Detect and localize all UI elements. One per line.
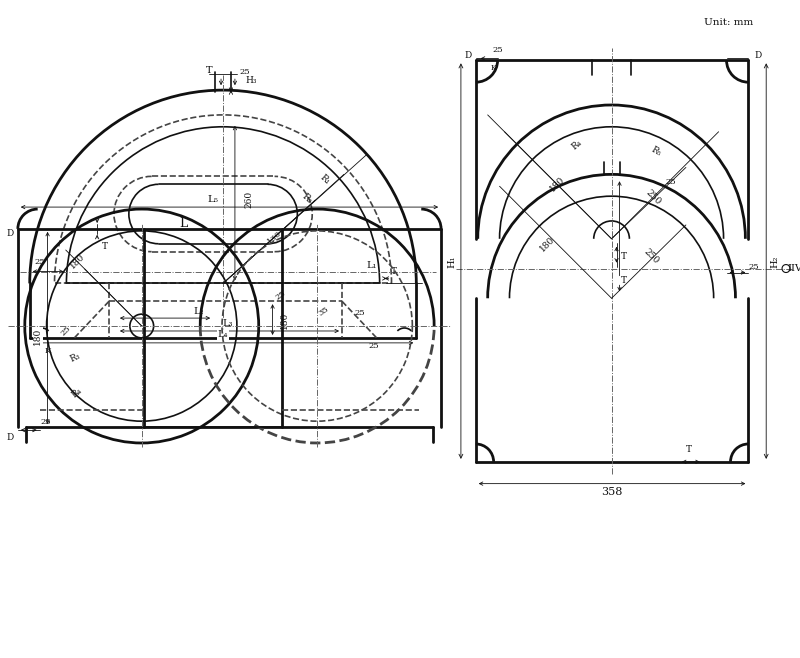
Text: 25: 25 [354, 309, 365, 317]
Text: L₃: L₃ [222, 318, 234, 328]
Text: H₂: H₂ [770, 255, 780, 268]
Text: H₁: H₁ [447, 255, 457, 268]
Text: Unit: mm: Unit: mm [704, 18, 753, 27]
Text: 25: 25 [59, 324, 72, 338]
Text: L₅: L₅ [208, 195, 218, 204]
Text: 260: 260 [244, 191, 254, 208]
Text: D: D [6, 230, 14, 238]
Text: 25: 25 [492, 47, 503, 55]
Text: T: T [206, 66, 213, 75]
Text: 25: 25 [274, 289, 287, 301]
Text: H₃: H₃ [245, 76, 257, 85]
Text: 25: 25 [40, 418, 51, 426]
Text: 25: 25 [368, 342, 379, 350]
Text: 180: 180 [68, 252, 86, 271]
Text: L₂: L₂ [193, 307, 203, 316]
Text: 25: 25 [239, 68, 250, 76]
Text: T: T [686, 445, 692, 455]
Text: R₁: R₁ [318, 172, 332, 186]
Text: T: T [390, 267, 397, 276]
Text: R₄: R₄ [570, 138, 584, 151]
Text: R₂: R₂ [301, 191, 314, 205]
Text: IIV: IIV [787, 264, 800, 273]
Text: R₃: R₃ [69, 351, 82, 364]
Text: 250: 250 [644, 188, 662, 207]
Text: L₄: L₄ [218, 330, 228, 340]
Text: 130: 130 [266, 228, 283, 245]
Text: D: D [754, 51, 762, 60]
Text: T: T [621, 252, 626, 261]
Text: L₁: L₁ [366, 261, 377, 270]
Text: R₅: R₅ [650, 145, 663, 158]
Text: K: K [490, 64, 497, 72]
Text: 180: 180 [280, 311, 289, 329]
Text: 180: 180 [538, 234, 557, 253]
Text: D: D [464, 51, 471, 60]
Text: 25: 25 [748, 263, 758, 270]
Text: 180: 180 [33, 327, 42, 345]
Text: L: L [179, 217, 187, 230]
Text: T: T [102, 242, 108, 251]
Text: 358: 358 [601, 486, 622, 497]
Text: D: D [6, 432, 14, 442]
Text: T: T [621, 276, 626, 285]
Text: 180: 180 [548, 175, 566, 193]
Text: R₄: R₄ [70, 386, 84, 399]
Text: 25: 25 [666, 178, 676, 186]
Text: 25: 25 [34, 257, 45, 266]
Text: 250: 250 [642, 247, 661, 266]
Text: 35: 35 [318, 305, 331, 318]
Text: K: K [44, 347, 50, 355]
